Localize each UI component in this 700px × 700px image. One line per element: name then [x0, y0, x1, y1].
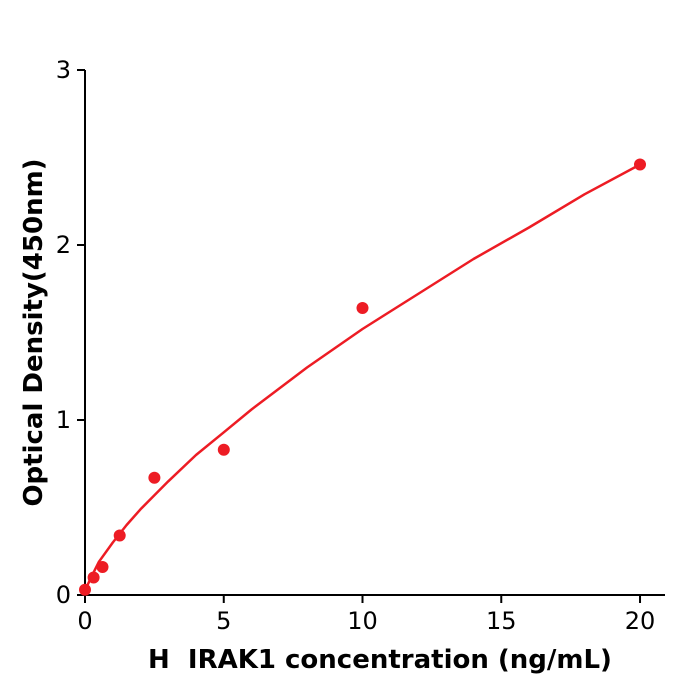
y-tick-label: 0 [56, 581, 71, 609]
x-tick-label: 10 [347, 607, 378, 635]
x-tick-label: 0 [77, 607, 92, 635]
fit-curve [83, 163, 642, 595]
y-tick-label: 2 [56, 231, 71, 259]
data-point [96, 561, 109, 573]
data-point [634, 158, 646, 171]
y-tick-label: 1 [56, 406, 71, 434]
data-point [87, 571, 100, 584]
x-tick-label: 5 [216, 607, 231, 635]
y-axis-label: Optical Density(450nm) [19, 158, 49, 506]
data-point [217, 443, 230, 456]
data-point [79, 583, 91, 596]
x-tick-label: 20 [625, 607, 656, 635]
x-axis-label: H IRAK1 concentration (ng/mL) [148, 645, 612, 675]
data-point [113, 529, 126, 542]
data-point [148, 471, 161, 484]
x-tick-label: 15 [486, 607, 517, 635]
data-point [356, 302, 369, 314]
y-tick-label: 3 [56, 56, 71, 84]
